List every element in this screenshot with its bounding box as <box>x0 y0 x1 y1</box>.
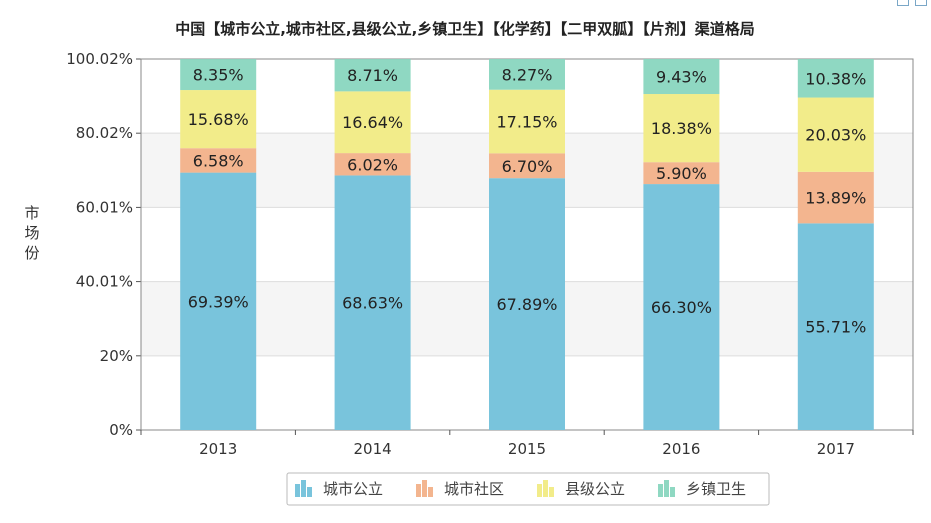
y-tick-label: 40.01% <box>76 273 133 291</box>
bar-segment[interactable] <box>334 175 411 430</box>
x-tick-label: 2017 <box>817 440 855 458</box>
legend-icon-bar <box>307 487 312 497</box>
toolbar-icon-1[interactable] <box>897 0 909 6</box>
bar-segment[interactable] <box>489 59 565 90</box>
bar-segment[interactable] <box>797 59 874 98</box>
data-label: 17.15% <box>496 113 557 132</box>
legend-box <box>286 472 770 506</box>
data-label: 8.71% <box>347 66 398 85</box>
y-tick-label: 100.02% <box>66 50 133 68</box>
x-tick-label: 2015 <box>508 440 546 458</box>
data-label: 67.89% <box>496 295 557 314</box>
legend-label: 乡镇卫生 <box>686 480 746 498</box>
legend-icon-bar <box>416 484 421 497</box>
bar-segment[interactable] <box>797 223 874 430</box>
data-label: 55.71% <box>805 318 866 337</box>
legend-icon-bar <box>428 487 433 497</box>
data-label: 9.43% <box>656 68 707 87</box>
legend-item[interactable]: 城市公立 <box>295 480 383 498</box>
data-label: 18.38% <box>651 119 712 138</box>
bar-segment[interactable] <box>180 148 257 173</box>
bar-segment[interactable] <box>180 172 257 431</box>
data-label: 20.03% <box>805 126 866 145</box>
data-label: 6.02% <box>347 155 398 174</box>
legend-icon-bar <box>658 484 663 497</box>
y-tick-label: 60.01% <box>76 198 133 216</box>
legend-icon-bar <box>422 480 427 497</box>
bar-segment[interactable] <box>489 153 565 179</box>
bar-segment[interactable] <box>489 178 565 430</box>
legend-label: 城市社区 <box>444 480 504 498</box>
bar-segment[interactable] <box>180 90 257 149</box>
x-tick-label: 2014 <box>354 440 392 458</box>
toolbar-icon-2[interactable] <box>915 0 927 6</box>
x-tick-label: 2013 <box>199 440 237 458</box>
bar-segment[interactable] <box>797 97 874 172</box>
x-tick-label: 2016 <box>662 440 700 458</box>
legend-label: 县级公立 <box>565 480 625 498</box>
data-label: 66.30% <box>651 298 712 317</box>
legend-item[interactable]: 县级公立 <box>537 480 625 498</box>
legend-icon-bar <box>664 480 669 497</box>
bar-segment[interactable] <box>643 94 720 163</box>
bar-segment[interactable] <box>334 153 411 176</box>
bar-segment[interactable] <box>643 184 720 430</box>
bar-segment[interactable] <box>489 89 565 154</box>
data-label: 13.89% <box>805 189 866 208</box>
bar-segment[interactable] <box>797 171 874 224</box>
legend-icon-bar <box>549 487 554 497</box>
legend-label: 城市公立 <box>323 480 383 498</box>
data-label: 68.63% <box>342 294 403 313</box>
data-label: 6.58% <box>193 151 244 170</box>
chart-title: 中国【城市公立,城市社区,县级公立,乡镇卫生】【化学药】【二甲双胍】【片剂】渠道… <box>175 20 755 38</box>
data-label: 10.38% <box>805 69 866 88</box>
bar-segment[interactable] <box>180 59 257 91</box>
data-label: 16.64% <box>342 113 403 132</box>
legend-icon-bar <box>543 480 548 497</box>
data-label: 5.90% <box>656 164 707 183</box>
y-tick-label: 20% <box>100 347 133 365</box>
legend-icon-bar <box>301 480 306 497</box>
legend-item[interactable]: 城市社区 <box>416 480 504 498</box>
data-label: 15.68% <box>188 110 249 129</box>
toolbar-icons <box>897 0 927 6</box>
bar-segment[interactable] <box>643 162 720 185</box>
legend-icon-bar <box>295 484 300 497</box>
data-label: 6.70% <box>502 157 553 176</box>
y-axis-label-char: 市 <box>24 204 39 222</box>
bar-segment[interactable] <box>643 59 720 95</box>
y-axis-label-char: 场 <box>24 224 39 242</box>
data-label: 8.27% <box>502 65 553 84</box>
legend-item[interactable]: 乡镇卫生 <box>658 480 746 498</box>
legend-icon-bar <box>537 484 542 497</box>
bar-segment[interactable] <box>334 59 411 92</box>
y-axis-label-char: 份 <box>24 244 39 262</box>
y-axis-label: 市场份 <box>24 204 39 262</box>
y-tick-label: 80.02% <box>76 124 133 142</box>
bar-segment[interactable] <box>334 91 411 154</box>
data-label: 69.39% <box>188 292 249 311</box>
y-tick-label: 0% <box>109 421 133 439</box>
legend-icon-bar <box>670 487 675 497</box>
data-label: 8.35% <box>193 66 244 85</box>
